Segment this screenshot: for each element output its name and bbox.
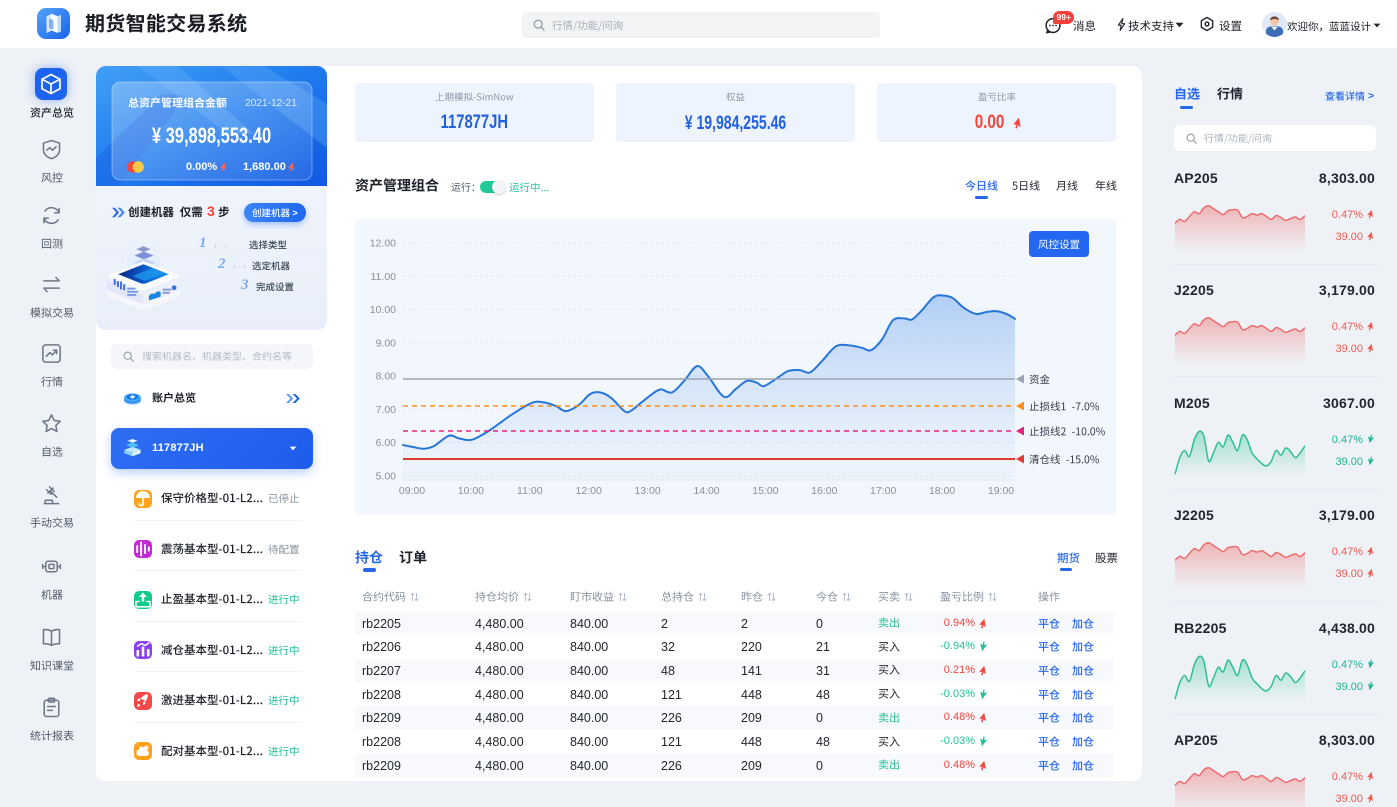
svg-text:10.00: 10.00: [370, 304, 396, 316]
svg-text:6.00: 6.00: [376, 437, 397, 449]
svg-text:10:00: 10:00: [458, 485, 484, 497]
svg-text:7.00: 7.00: [376, 404, 397, 416]
svg-text:17:00: 17:00: [870, 485, 896, 497]
svg-text:12:00: 12:00: [576, 485, 602, 497]
svg-text:11.00: 11.00: [371, 271, 397, 283]
svg-text:09:00: 09:00: [399, 485, 425, 497]
svg-text:16:00: 16:00: [811, 485, 837, 497]
svg-text:14:00: 14:00: [693, 485, 719, 497]
svg-text:19:00: 19:00: [988, 485, 1014, 497]
svg-text:5.00: 5.00: [376, 471, 397, 483]
svg-text:18:00: 18:00: [929, 485, 955, 497]
svg-text:9.00: 9.00: [376, 337, 397, 349]
svg-text:15:00: 15:00: [752, 485, 778, 497]
svg-text:12.00: 12.00: [370, 238, 396, 250]
svg-text:8.00: 8.00: [376, 371, 397, 383]
svg-text:13:00: 13:00: [634, 485, 660, 497]
svg-text:11:00: 11:00: [517, 485, 543, 497]
